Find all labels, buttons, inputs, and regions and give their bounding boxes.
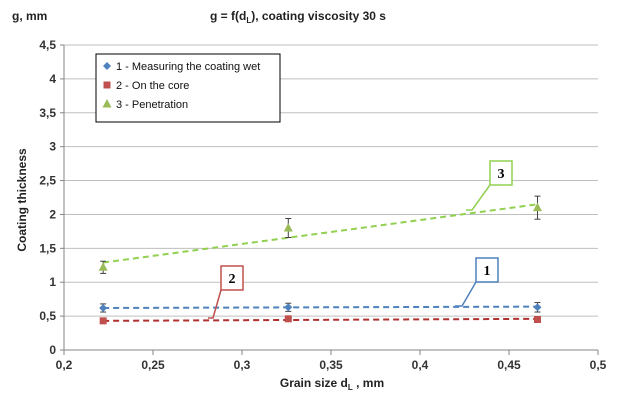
x-axis-title: Grain size dL , mm bbox=[280, 376, 384, 392]
error-bars bbox=[100, 195, 541, 323]
series-3-callout-label: 3 bbox=[498, 167, 505, 182]
series-1-callout-box bbox=[475, 257, 499, 283]
series-3-callout-leader bbox=[466, 184, 491, 211]
y-unit-label: g, mm bbox=[12, 9, 47, 23]
series-3-point bbox=[532, 202, 542, 212]
y-tick-label: 1,5 bbox=[39, 241, 56, 255]
series-1-point bbox=[99, 303, 108, 312]
chart-title: g = f(dL), coating viscosity 30 s bbox=[210, 9, 386, 25]
y-tick-label: 0,5 bbox=[39, 309, 56, 323]
series-2-point bbox=[533, 316, 541, 323]
y-axis-title: Coating thickness bbox=[15, 148, 29, 252]
axes: 0 0,5 1 1,5 2 2,5 3 3,5 4 4,5 0,2 0,25 0,3 0,35 0,4 0,4… bbox=[39, 38, 606, 372]
x-tick-label: 0,5 bbox=[590, 358, 607, 372]
trendlines bbox=[103, 203, 538, 322]
legend-box bbox=[95, 53, 281, 123]
series-1-trendline bbox=[103, 305, 538, 309]
x-axis-title-subscript: L bbox=[348, 383, 353, 392]
x-tick-label: 0,25 bbox=[141, 358, 165, 372]
legend-marker-2 bbox=[103, 81, 111, 89]
series-3-point bbox=[283, 223, 293, 232]
legend-label-1: 1 - Measuring the coating wet bbox=[116, 61, 260, 73]
legend-marker-1 bbox=[103, 62, 111, 70]
x-tick-label: 0,45 bbox=[497, 358, 521, 372]
series-2-point bbox=[284, 315, 292, 323]
series-2-point bbox=[99, 317, 107, 325]
series-1-point bbox=[533, 303, 542, 312]
y-tick-label: 4,5 bbox=[39, 38, 56, 52]
data-points bbox=[98, 202, 542, 325]
legend-label-2: 2 - On the core bbox=[116, 80, 189, 92]
series-1-callout-leader bbox=[455, 281, 477, 307]
series-2-callout-box bbox=[220, 265, 244, 291]
y-tick-label: 3 bbox=[49, 140, 56, 154]
callouts: 1 2 3 bbox=[208, 160, 513, 319]
series-2-callout-label: 2 bbox=[229, 272, 236, 287]
legend-label-3: 3 - Penetration bbox=[116, 99, 188, 111]
x-tick-label: 0,3 bbox=[234, 358, 251, 372]
series-3-point bbox=[98, 262, 108, 271]
legend: 1 - Measuring the coating wet 2 - On the … bbox=[95, 53, 281, 123]
y-tick-label: 1 bbox=[49, 275, 56, 289]
x-tick-label: 0,35 bbox=[319, 358, 343, 372]
x-tick-label: 0,4 bbox=[412, 358, 429, 372]
x-tick-label: 0,2 bbox=[56, 358, 73, 372]
series-3-trendline bbox=[103, 203, 538, 264]
series-3-callout-box bbox=[489, 160, 513, 186]
y-tick-label: 4 bbox=[49, 72, 56, 86]
series-2-callout-leader bbox=[208, 289, 222, 319]
y-tick-label: 0 bbox=[49, 343, 56, 357]
series-1-point bbox=[284, 303, 293, 312]
y-tick-label: 2 bbox=[49, 207, 56, 221]
y-tick-label: 3,5 bbox=[39, 106, 56, 120]
series-1-callout-label: 1 bbox=[484, 264, 491, 279]
chart-title-subscript: L bbox=[246, 16, 251, 25]
series-2-trendline bbox=[103, 317, 538, 322]
legend-marker-3 bbox=[102, 99, 112, 108]
y-tick-label: 2,5 bbox=[39, 174, 56, 188]
